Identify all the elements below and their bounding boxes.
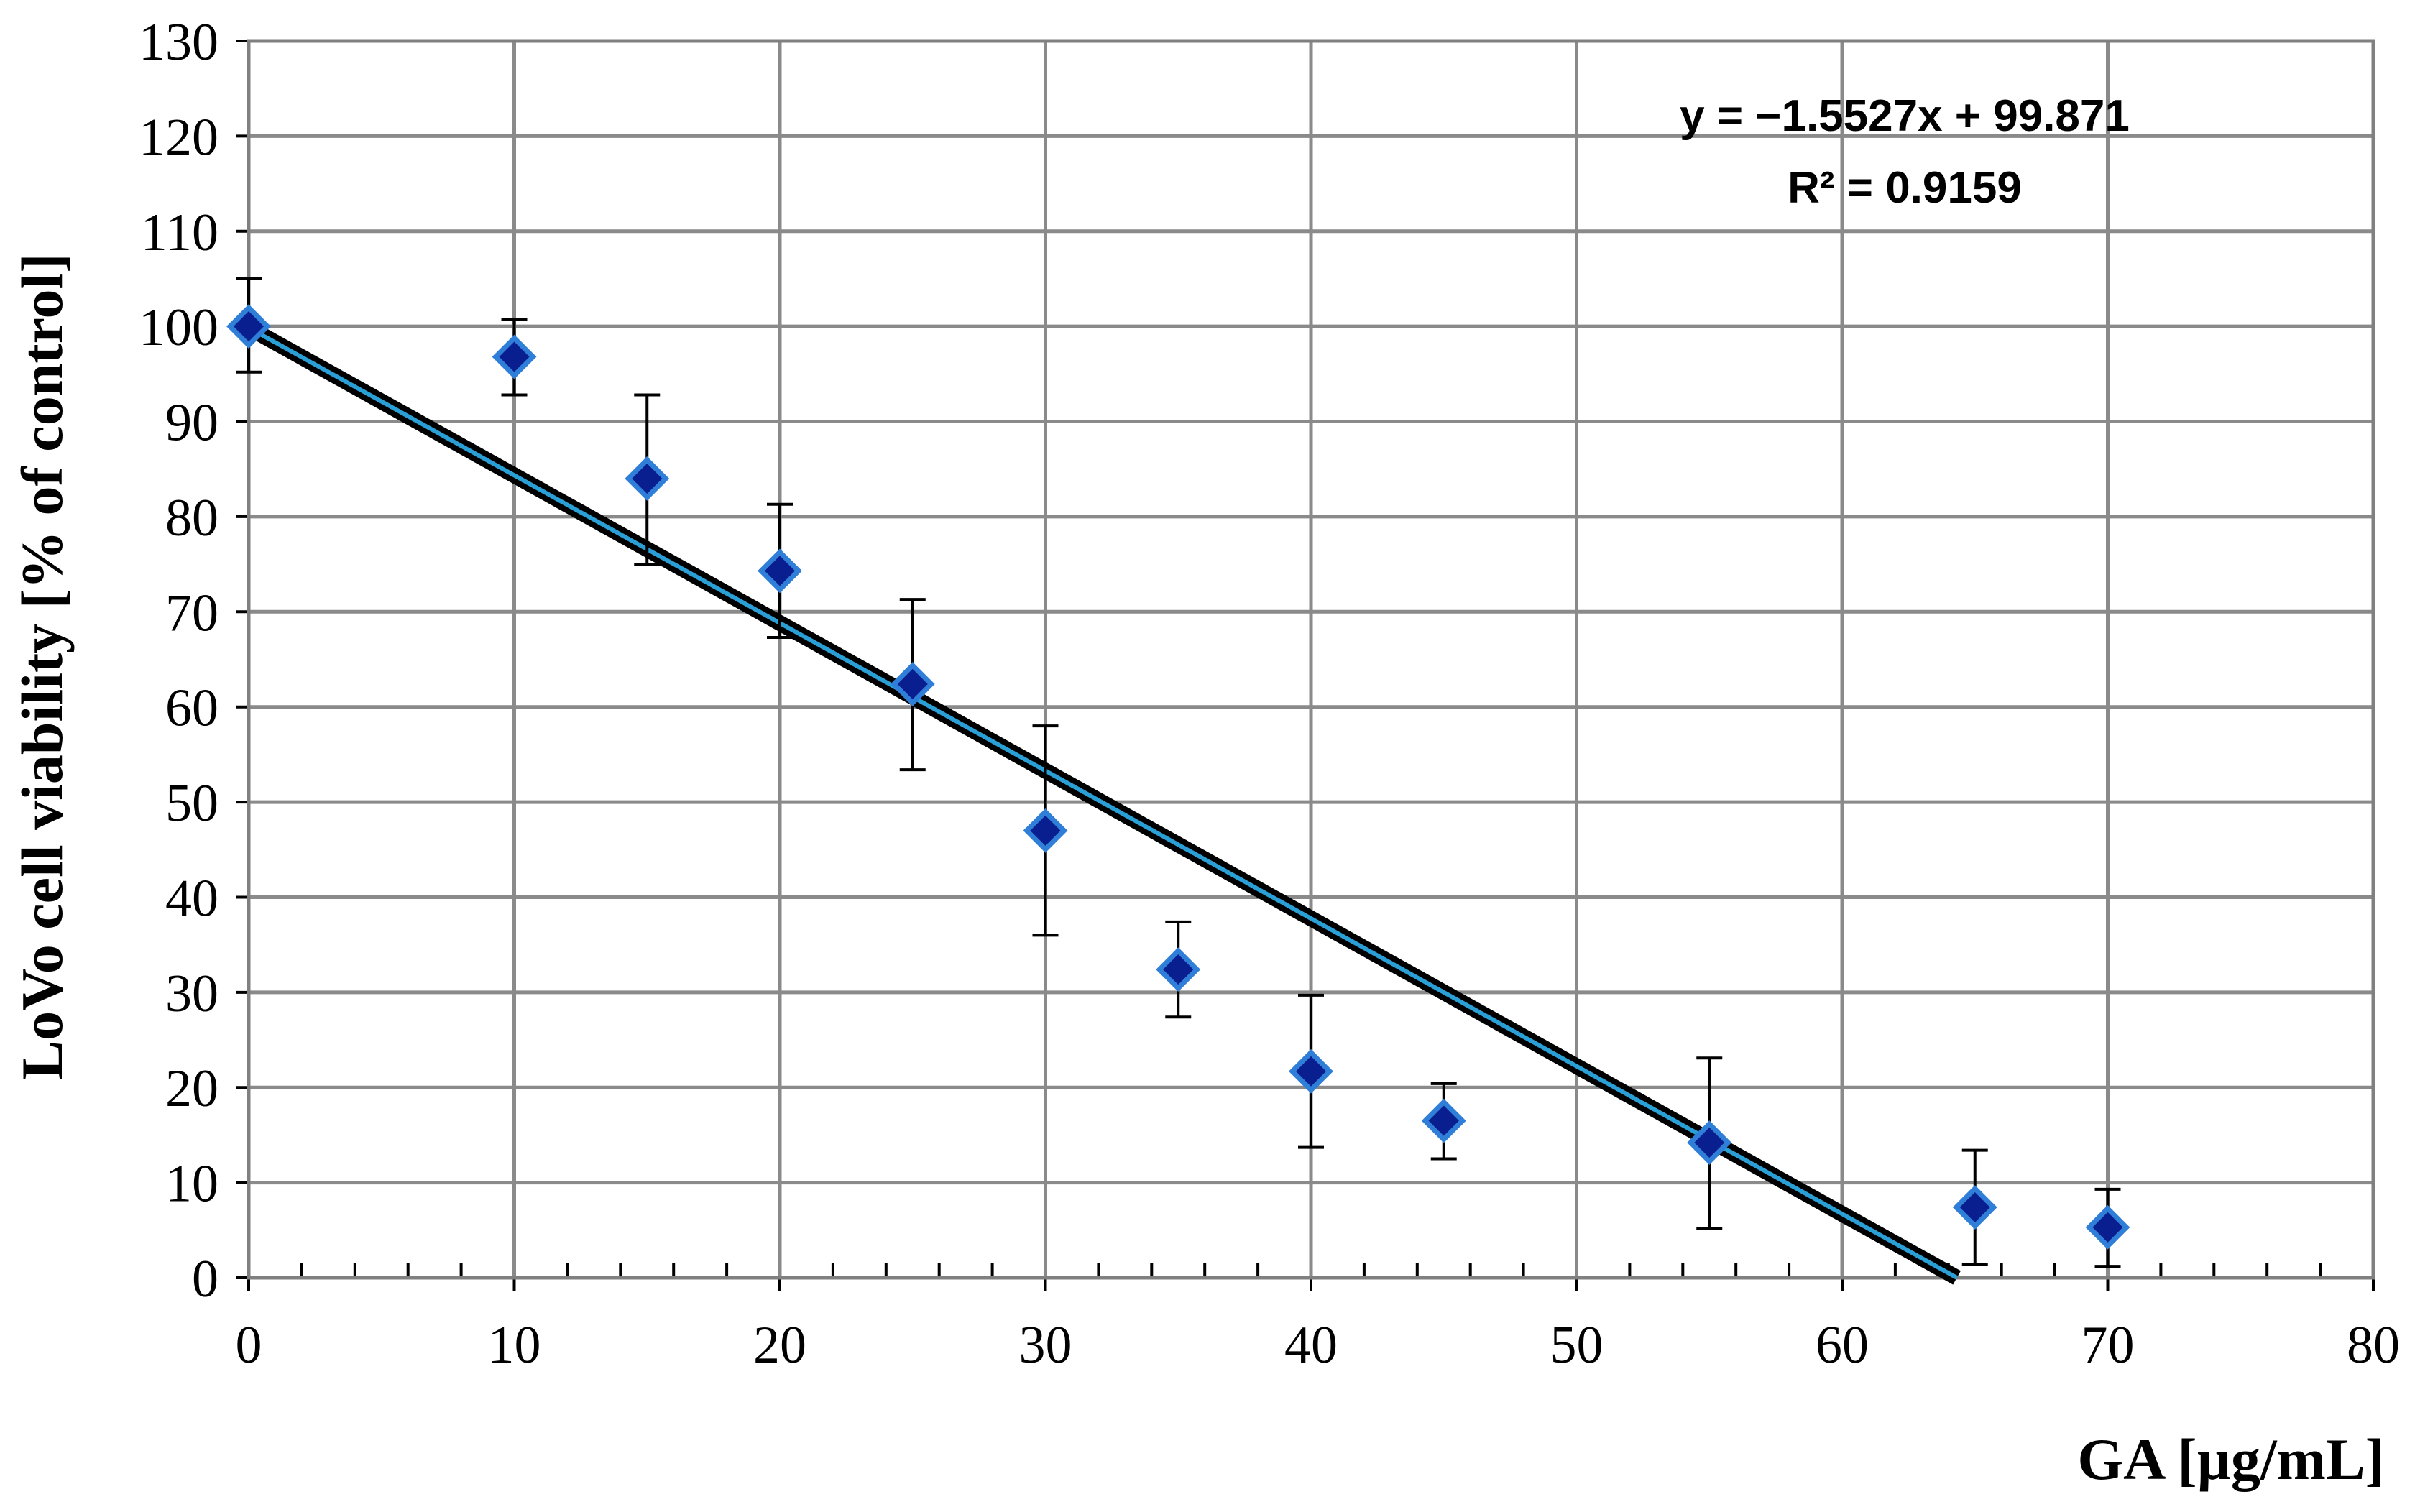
data-points (226, 304, 2130, 1250)
data-point (1952, 1185, 1997, 1230)
minor-ticks (236, 40, 2375, 1291)
data-point (625, 456, 670, 501)
y-tick-label: 120 (139, 108, 218, 167)
data-point (2085, 1204, 2130, 1250)
y-tick-label: 130 (139, 13, 218, 72)
y-tick-label: 100 (139, 298, 218, 357)
y-tick-label: 80 (165, 489, 218, 548)
x-tick-label: 30 (1019, 1316, 1072, 1375)
y-tick-label: 110 (141, 203, 218, 262)
y-axis-label: LoVo cell viability [% of control] (9, 253, 75, 1079)
trendline (247, 326, 1959, 1280)
x-tick-label: 60 (1816, 1316, 1869, 1375)
x-tick-label: 0 (236, 1316, 262, 1375)
x-tick-label: 40 (1284, 1316, 1338, 1375)
x-tick-label: 50 (1550, 1316, 1604, 1375)
x-tick-label: 20 (753, 1316, 806, 1375)
trendline-group (244, 321, 1961, 1285)
y-tick-label: 10 (165, 1155, 218, 1214)
data-point (1687, 1120, 1732, 1165)
y-tick-label: 50 (165, 774, 218, 833)
data-point (1289, 1048, 1333, 1094)
x-axis-tick-labels: 0 10 20 30 40 50 60 70 80 (236, 1316, 2401, 1375)
error-bars (236, 277, 2121, 1268)
x-tick-label: 80 (2347, 1316, 2400, 1375)
x-axis-label: GA [µg/mL] (2077, 1426, 2385, 1492)
y-tick-label: 90 (165, 394, 218, 453)
data-point (1156, 947, 1201, 992)
trendline-equation: y = −1.5527x + 99.871 (1680, 91, 2130, 141)
y-tick-label: 40 (165, 869, 218, 928)
y-tick-label: 20 (165, 1059, 218, 1118)
y-tick-label: 70 (165, 584, 218, 642)
plot-area-border (247, 39, 2375, 1280)
data-point (758, 548, 802, 594)
data-point (492, 334, 537, 379)
data-point (1421, 1098, 1466, 1143)
data-point (1023, 808, 1068, 853)
x-tick-label: 10 (488, 1316, 541, 1375)
data-point (226, 304, 271, 349)
y-tick-label: 0 (192, 1250, 218, 1309)
trendline-r-squared: R² = 0.9159 (1788, 163, 2022, 213)
x-tick-label: 70 (2082, 1316, 2135, 1375)
y-tick-label: 30 (165, 964, 218, 1023)
y-tick-label: 60 (165, 679, 218, 738)
y-axis-tick-labels: 0 10 20 30 40 50 60 70 80 90 100 110 120 130 (139, 13, 218, 1309)
data-point (890, 661, 935, 706)
